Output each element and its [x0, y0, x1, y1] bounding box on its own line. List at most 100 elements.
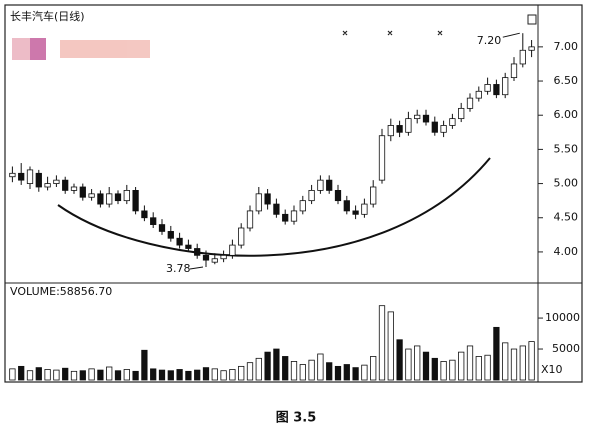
volume-bar — [141, 349, 148, 381]
candle-body — [9, 172, 16, 178]
volume-bar — [53, 369, 60, 381]
candle-body — [528, 46, 535, 51]
candle-body — [158, 224, 166, 232]
candle-body — [211, 258, 218, 263]
candle-body — [502, 77, 509, 96]
volume-bar — [343, 364, 350, 381]
volume-bar — [352, 367, 359, 381]
candle-body — [326, 179, 333, 191]
chart-title: 长丰汽车(日线) — [10, 9, 85, 23]
y-tick-label: 5.00 — [554, 177, 579, 190]
volume-bar — [114, 370, 122, 381]
volume-bar — [290, 361, 298, 381]
y-tick-label: 4.50 — [554, 211, 579, 224]
volume-bar — [510, 348, 518, 381]
candle-body — [396, 125, 403, 133]
candle-body — [202, 254, 210, 261]
candle-body — [361, 203, 368, 215]
candle-body — [114, 193, 122, 202]
volume-bar — [44, 369, 51, 381]
y-tick-label: 7.00 — [554, 40, 579, 53]
candle-body — [238, 227, 245, 246]
y-tick-label: 6.00 — [554, 108, 579, 121]
candle-body — [185, 244, 192, 249]
volume-bar — [167, 370, 174, 381]
trend-arc — [57, 157, 491, 257]
volume-bar — [493, 326, 500, 381]
candle-body — [458, 107, 465, 120]
caption: 图 3.5 — [276, 411, 317, 426]
volume-bar — [62, 367, 69, 381]
volume-bar — [475, 356, 482, 381]
candle-body — [53, 179, 60, 184]
volume-bar — [132, 370, 139, 381]
candle-body — [370, 186, 377, 205]
annotation: 3.78 — [166, 262, 191, 275]
candle-body — [264, 193, 271, 205]
volume-bar — [255, 357, 262, 381]
candle-body — [282, 213, 289, 222]
candle-body — [35, 172, 42, 188]
candle-body — [378, 135, 386, 181]
candle-body — [422, 114, 430, 123]
candle-body — [475, 90, 482, 99]
candle-body — [70, 186, 78, 191]
volume-bar — [484, 354, 491, 381]
volume-bar — [273, 348, 280, 381]
volume-label: VOLUME:58856.70 — [10, 285, 112, 298]
volume-bar — [238, 365, 245, 381]
volume-bar — [431, 357, 438, 381]
volume-bar — [202, 367, 210, 381]
volume-bar — [97, 369, 104, 381]
volume-bar — [18, 365, 25, 381]
candle-body — [299, 200, 306, 212]
markers — [342, 30, 443, 36]
y2-tick-label: 5000 — [552, 342, 580, 355]
annotation-arrow — [189, 266, 204, 270]
volume-bar — [334, 365, 342, 381]
candle-body — [343, 200, 350, 212]
candle-body — [414, 114, 421, 120]
volume-bar — [176, 369, 183, 381]
y-tick-label: 4.00 — [554, 245, 579, 258]
candle-body — [440, 125, 447, 133]
frame — [4, 4, 583, 383]
candle-body — [229, 244, 236, 256]
volume-bar — [9, 368, 16, 381]
candle-body — [123, 190, 130, 202]
candle-body — [141, 210, 148, 219]
candle-body — [510, 63, 518, 79]
candle-body — [88, 193, 95, 198]
volume-bar — [422, 351, 430, 381]
candle-body — [405, 118, 412, 133]
candle-body — [290, 210, 298, 222]
candle-body — [493, 84, 500, 96]
volume-bar — [88, 368, 95, 381]
candle-body — [273, 203, 280, 215]
volume-bar — [264, 351, 271, 381]
volume-bar — [387, 311, 394, 381]
volume-bar — [106, 366, 113, 381]
candle-body — [484, 84, 491, 92]
volume-bar — [70, 370, 78, 381]
volume-bar — [79, 370, 86, 381]
candle-body — [317, 179, 324, 191]
volume-bar — [405, 348, 412, 381]
volume-bar — [26, 370, 34, 381]
volume-bar — [326, 362, 333, 381]
candle-body — [246, 210, 254, 229]
volume-bar — [299, 364, 306, 381]
volume-bar — [158, 369, 166, 381]
annotation: 7.20 — [477, 34, 502, 47]
y-tick-label: 5.50 — [554, 142, 579, 155]
volume-bar — [466, 345, 474, 381]
volume-bar — [194, 369, 201, 381]
candle-body — [18, 172, 25, 181]
volume-bar — [185, 370, 192, 381]
annotation-arrow — [502, 32, 520, 38]
volume-bar — [370, 356, 377, 381]
volume-bar — [282, 356, 289, 381]
volume-bar — [35, 367, 42, 381]
candle-body — [26, 169, 34, 184]
candle-body — [150, 217, 157, 225]
